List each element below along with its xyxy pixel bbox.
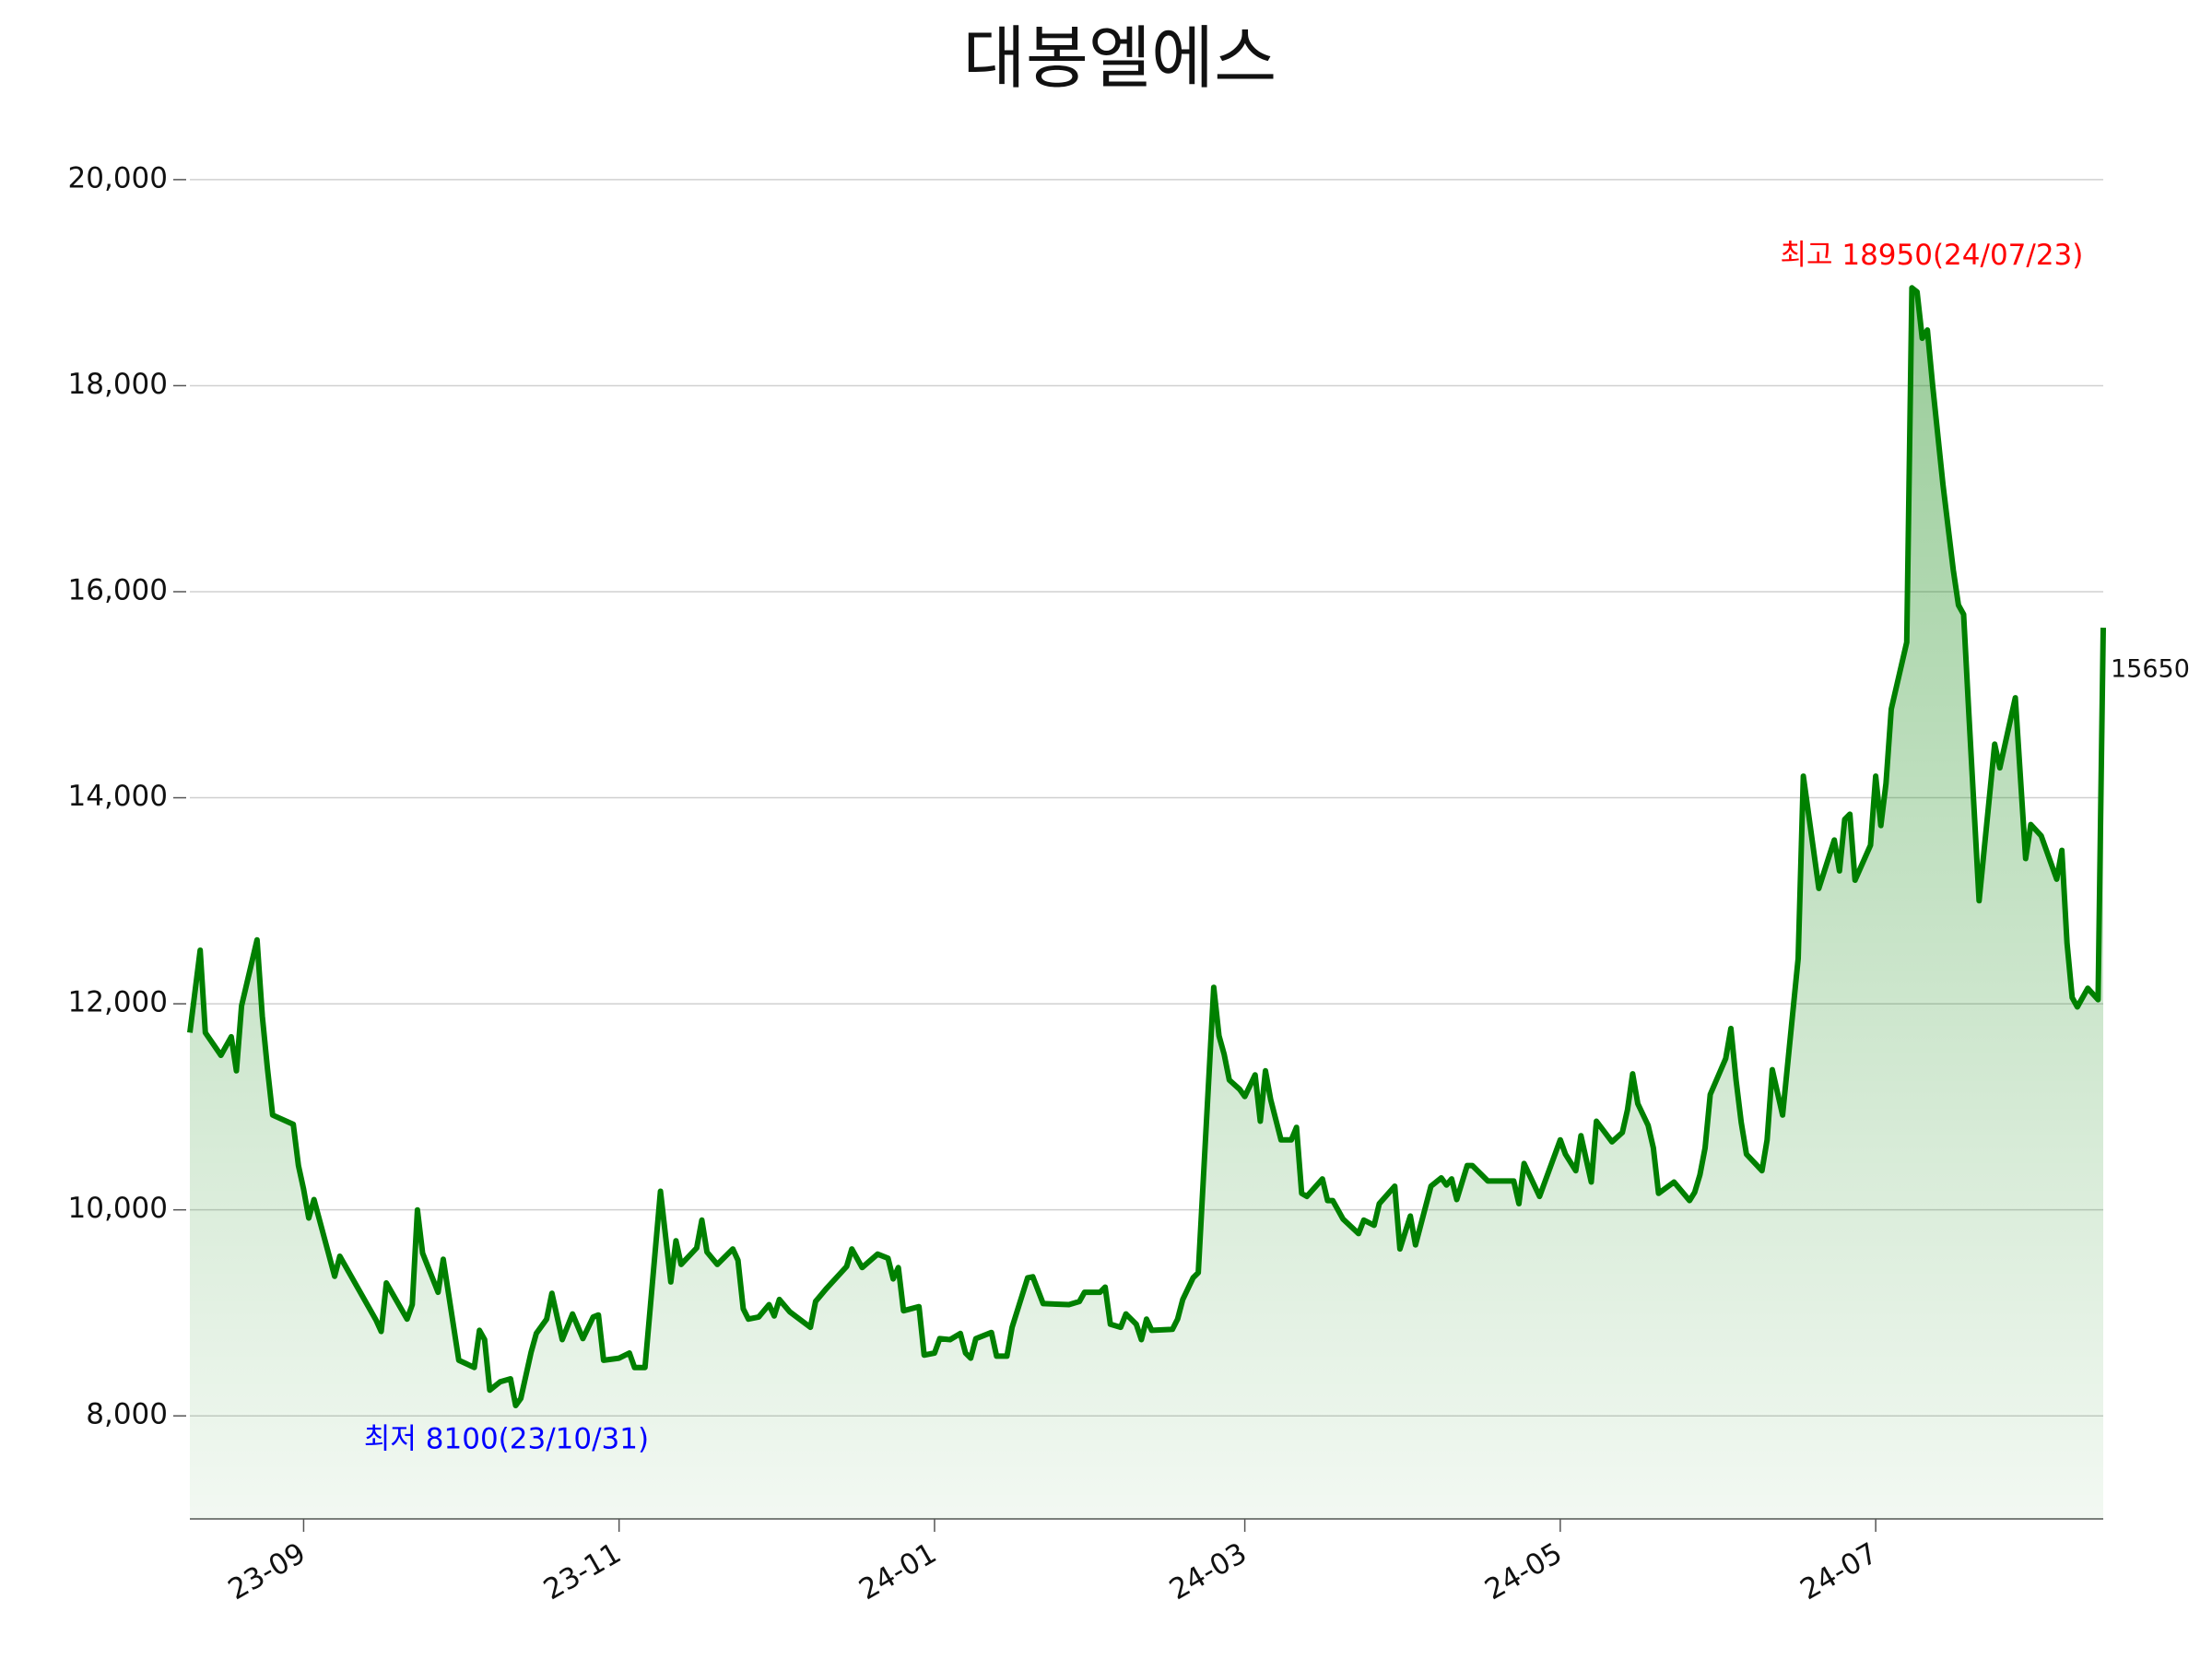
y-tick-label: 20,000 [68, 161, 168, 194]
y-tick-label: 14,000 [68, 780, 168, 813]
x-tick-label: 23-11 [538, 1536, 627, 1606]
y-tick-label: 8,000 [86, 1398, 168, 1431]
chart-title: 대봉엘에스 [963, 19, 1277, 99]
x-tick-label: 24-05 [1479, 1536, 1568, 1606]
min-annotation: 최저 8100(23/10/31) [364, 1423, 649, 1456]
last-value-label: 15650 [2111, 655, 2190, 684]
max-annotation: 최고 18950(24/07/23) [1780, 239, 2083, 272]
x-tick-label: 24-03 [1164, 1536, 1253, 1606]
area-fill [190, 288, 2103, 1519]
y-tick-label: 10,000 [68, 1192, 168, 1225]
x-tick-label: 24-01 [853, 1536, 942, 1606]
y-tick-label: 12,000 [68, 986, 168, 1019]
price-line [187, 285, 2106, 1408]
x-tick-label: 24-07 [1794, 1536, 1883, 1606]
y-tick-label: 16,000 [68, 574, 168, 607]
y-tick-label: 18,000 [68, 368, 168, 401]
x-tick-label: 23-09 [223, 1536, 312, 1606]
